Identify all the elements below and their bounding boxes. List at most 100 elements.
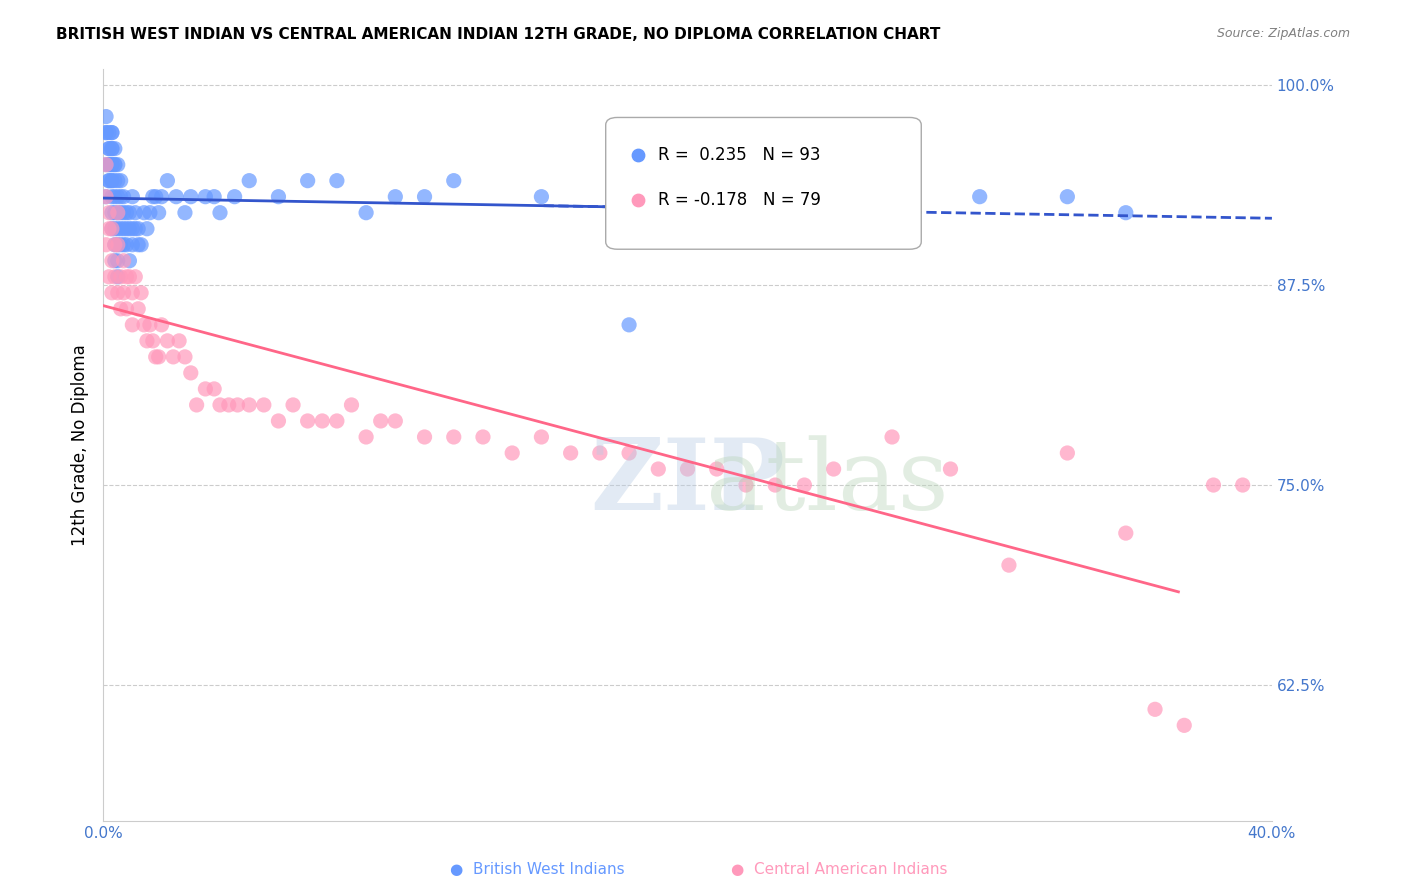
Point <box>107 189 129 203</box>
Y-axis label: 12th Grade, No Diploma: 12th Grade, No Diploma <box>72 344 89 546</box>
Point <box>267 414 290 428</box>
Point <box>115 205 138 219</box>
Point <box>121 285 143 300</box>
Point <box>443 430 465 444</box>
Point <box>107 269 129 284</box>
Point <box>823 189 845 203</box>
Point <box>132 205 155 219</box>
Point <box>104 237 127 252</box>
Point <box>118 205 141 219</box>
Point <box>311 414 333 428</box>
Point <box>98 205 121 219</box>
Point <box>1115 526 1137 541</box>
Point <box>127 221 149 235</box>
Point <box>104 142 127 156</box>
Point <box>224 189 246 203</box>
Point <box>110 301 132 316</box>
Point <box>139 318 162 332</box>
Point <box>136 334 159 348</box>
Text: ●  Central American Indians: ● Central American Indians <box>731 863 948 877</box>
Point <box>98 174 121 188</box>
Point <box>148 205 170 219</box>
Point <box>98 142 121 156</box>
Point <box>340 398 363 412</box>
Point <box>104 189 127 203</box>
Point <box>1202 478 1225 492</box>
Point <box>202 382 225 396</box>
Point <box>101 126 124 140</box>
Point <box>101 174 124 188</box>
Point <box>443 174 465 188</box>
Point <box>1115 205 1137 219</box>
Point <box>1056 189 1078 203</box>
Point <box>208 398 231 412</box>
Point <box>104 253 127 268</box>
Point <box>326 414 349 428</box>
Point <box>139 205 162 219</box>
Point <box>112 189 135 203</box>
Point <box>98 158 121 172</box>
Point <box>1056 446 1078 460</box>
Point <box>793 478 815 492</box>
Point <box>104 221 127 235</box>
Point <box>107 285 129 300</box>
Point <box>129 237 152 252</box>
Point <box>238 398 260 412</box>
Point <box>384 189 406 203</box>
Point <box>145 189 167 203</box>
Point <box>589 446 612 460</box>
Text: ●  British West Indians: ● British West Indians <box>450 863 624 877</box>
Point <box>127 237 149 252</box>
Point <box>118 269 141 284</box>
Point <box>107 158 129 172</box>
Point <box>107 174 129 188</box>
Point <box>148 350 170 364</box>
Point <box>112 237 135 252</box>
Point <box>939 462 962 476</box>
Point <box>162 350 184 364</box>
Point <box>104 205 127 219</box>
Point <box>132 318 155 332</box>
Point <box>101 285 124 300</box>
Text: BRITISH WEST INDIAN VS CENTRAL AMERICAN INDIAN 12TH GRADE, NO DIPLOMA CORRELATIO: BRITISH WEST INDIAN VS CENTRAL AMERICAN … <box>56 27 941 42</box>
Point <box>127 301 149 316</box>
Point <box>110 174 132 188</box>
Point <box>150 189 173 203</box>
Point <box>413 430 436 444</box>
Point <box>370 414 392 428</box>
Text: ZIP: ZIP <box>591 434 785 531</box>
Point <box>226 398 249 412</box>
Point <box>115 301 138 316</box>
Point <box>180 189 202 203</box>
Point <box>121 221 143 235</box>
Point <box>101 221 124 235</box>
Point <box>880 430 903 444</box>
Point <box>124 269 146 284</box>
Point <box>617 446 640 460</box>
Text: R = -0.178   N = 79: R = -0.178 N = 79 <box>658 191 821 210</box>
Point <box>94 158 117 172</box>
Point <box>107 253 129 268</box>
Point <box>98 174 121 188</box>
Point <box>165 189 187 203</box>
Point <box>823 462 845 476</box>
Point <box>94 126 117 140</box>
Point <box>98 221 121 235</box>
Point <box>112 205 135 219</box>
Point <box>112 285 135 300</box>
Point <box>118 253 141 268</box>
Point <box>617 318 640 332</box>
Point <box>121 318 143 332</box>
Point <box>501 446 523 460</box>
Point <box>647 462 669 476</box>
Point <box>145 350 167 364</box>
Point <box>94 237 117 252</box>
Point <box>115 237 138 252</box>
Point <box>297 174 319 188</box>
Point <box>136 221 159 235</box>
Point <box>384 414 406 428</box>
Point <box>326 174 349 188</box>
Point <box>238 174 260 188</box>
Point <box>104 269 127 284</box>
Point <box>413 189 436 203</box>
